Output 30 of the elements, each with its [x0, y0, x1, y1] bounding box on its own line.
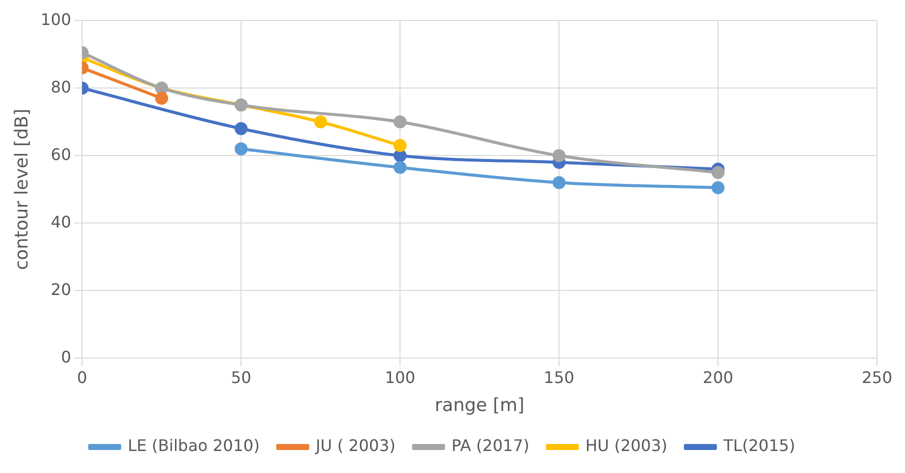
y-tick-label: 60 — [50, 144, 72, 164]
point — [552, 176, 566, 190]
y-axis-title: contour level [dB] — [11, 108, 32, 270]
x-tick-label: 250 — [862, 368, 892, 387]
y-tick-label: 80 — [50, 77, 72, 96]
legend-label: TL(2015) — [722, 436, 796, 456]
point — [314, 115, 328, 128]
legend-label: PA (2017) — [452, 436, 530, 456]
x-tick-label: 150 — [544, 368, 574, 387]
point — [712, 181, 725, 194]
point — [712, 166, 725, 180]
x-tick-label: 200 — [702, 368, 734, 387]
point — [234, 122, 248, 136]
point — [394, 139, 407, 152]
x-tick-label: 50 — [230, 368, 252, 387]
legend-label: LE (Bilbao 2010) — [128, 436, 260, 456]
point — [234, 142, 248, 156]
point — [394, 149, 407, 162]
point — [552, 149, 566, 162]
point — [394, 160, 407, 174]
y-tick-label: 40 — [50, 212, 72, 232]
y-tick-label: 100 — [40, 10, 72, 29]
y-tick-label: 0 — [60, 347, 72, 366]
point — [394, 115, 407, 128]
y-tick-label: 20 — [50, 280, 72, 299]
legend-label: HU (2003) — [585, 436, 668, 456]
x-tick-label: 100 — [384, 368, 416, 387]
x-tick-label: 0 — [77, 368, 88, 387]
legend-label: JU ( 2003) — [314, 436, 396, 456]
x-axis-title: range [m] — [434, 394, 524, 416]
